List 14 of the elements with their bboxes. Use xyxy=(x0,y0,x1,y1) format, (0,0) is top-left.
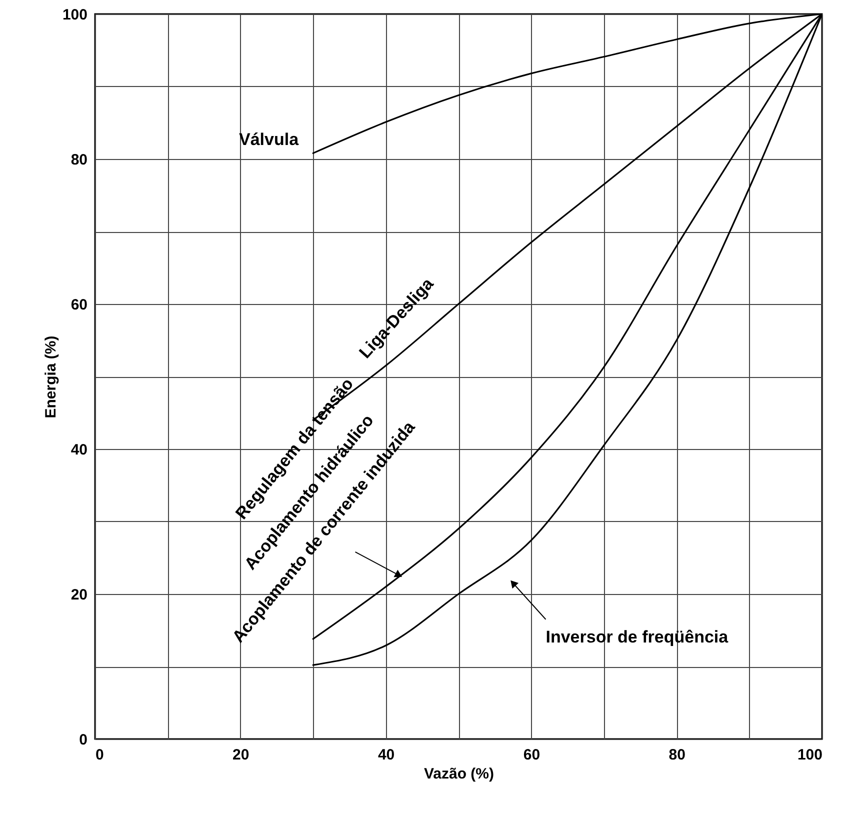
y-tick-label: 20 xyxy=(70,586,88,604)
y-tick-label: 0 xyxy=(79,732,88,748)
x-tick-label: 60 xyxy=(523,746,540,764)
x-axis-title: Vazão (%) xyxy=(424,766,494,782)
x-tick-label: 40 xyxy=(378,746,395,764)
x-tick-label: 20 xyxy=(232,746,250,764)
y-tick-label: 100 xyxy=(62,6,88,24)
x-tick-label: 0 xyxy=(96,746,104,764)
x-tick-label: 80 xyxy=(668,746,686,764)
y-axis-title: Energia (%) xyxy=(42,336,60,418)
y-tick-label: 80 xyxy=(70,152,88,168)
y-tick-label: 60 xyxy=(70,296,88,314)
x-tick-label: 100 xyxy=(797,746,822,764)
y-tick-label: 40 xyxy=(70,442,88,458)
